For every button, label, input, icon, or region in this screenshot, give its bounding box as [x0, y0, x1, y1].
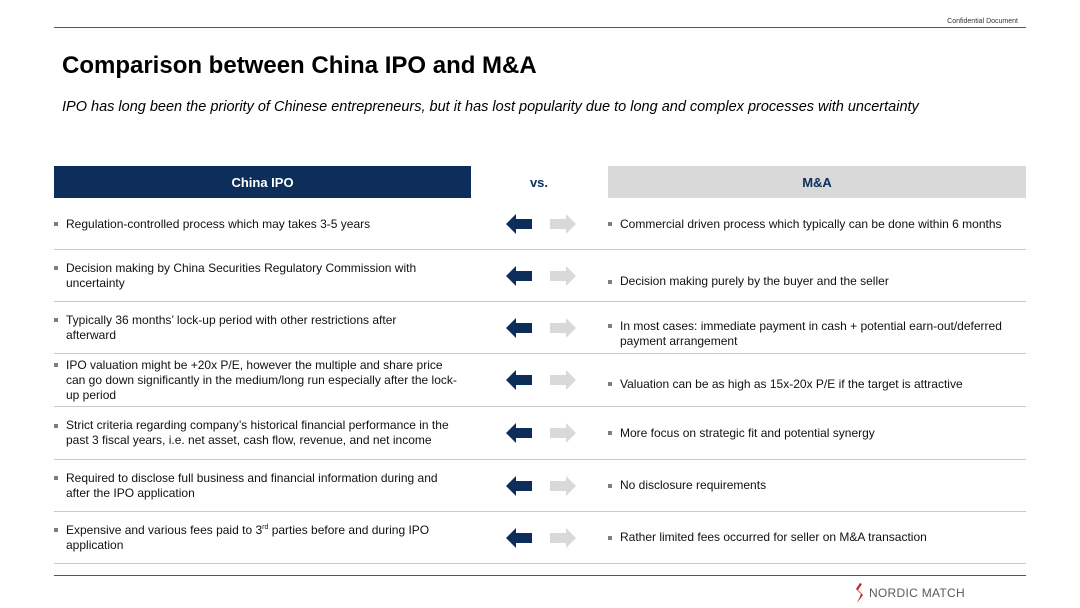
bullet-icon: [608, 222, 612, 226]
page-title: Comparison between China IPO and M&A: [62, 52, 537, 79]
bullet-icon: [608, 279, 612, 284]
left-arrow-icon: [506, 423, 532, 443]
left-arrow-icon: [506, 265, 532, 286]
bullet-icon: [608, 431, 612, 435]
comparison-row: Strict criteria regarding company’s hist…: [54, 407, 1026, 460]
ipo-cell: Expensive and various fees paid to 3rd p…: [54, 512, 474, 563]
right-arrow-icon: [550, 423, 576, 443]
china-ipo-header: China IPO: [54, 166, 471, 198]
ma-cell: Valuation can be as high as 15x-20x P/E …: [608, 354, 1026, 406]
left-arrow-icon: [506, 370, 532, 390]
ma-cell: No disclosure requirements: [608, 460, 1026, 511]
ipo-point: Decision making by China Securities Regu…: [66, 260, 417, 290]
ipo-point: Required to disclose full business and f…: [66, 470, 438, 500]
comparison-row: IPO valuation might be +20x P/E, however…: [54, 354, 1026, 407]
comparison-row: Expensive and various fees paid to 3rd p…: [54, 512, 1026, 564]
ipo-cell: Required to disclose full business and f…: [54, 460, 474, 511]
comparison-row: Typically 36 months’ lock-up period with…: [54, 302, 1026, 354]
ma-point: Valuation can be as high as 15x-20x P/E …: [620, 376, 963, 391]
ipo-point: Strict criteria regarding company’s hist…: [66, 418, 449, 447]
ipo-point-part: parties before and during IPO applicatio…: [66, 522, 430, 552]
right-arrow-icon: [550, 214, 576, 234]
bottom-divider: [54, 575, 1026, 576]
arrow-pair: [506, 512, 576, 563]
ma-cell: In most cases: immediate payment in cash…: [608, 302, 1026, 353]
ma-point: Decision making purely by the buyer and …: [620, 274, 889, 288]
right-arrow-icon: [550, 370, 576, 390]
ordinal-suffix: rd: [262, 523, 269, 531]
nordic-match-logo-icon: [855, 583, 863, 603]
ipo-cell: IPO valuation might be +20x P/E, however…: [54, 354, 474, 406]
top-divider: [54, 27, 1026, 28]
ma-header: M&A: [608, 166, 1026, 198]
bullet-icon: [608, 324, 612, 328]
right-arrow-icon: [550, 317, 576, 338]
vs-label: vs.: [529, 174, 549, 190]
arrow-pair: [506, 302, 576, 353]
ipo-cell: Decision making by China Securities Regu…: [54, 250, 474, 301]
ma-point: In most cases: immediate payment in cash…: [620, 318, 1002, 348]
ma-cell: Rather limited fees occurred for seller …: [608, 512, 1026, 563]
bullet-icon: [608, 382, 612, 386]
arrow-pair: [506, 199, 576, 249]
ma-cell: Decision making purely by the buyer and …: [608, 250, 1026, 301]
ma-point: No disclosure requirements: [620, 478, 767, 492]
arrow-pair: [506, 460, 576, 511]
bullet-icon: [54, 266, 58, 270]
comparison-row: Decision making by China Securities Regu…: [54, 250, 1026, 302]
arrow-pair: [506, 354, 576, 406]
ipo-point: IPO valuation might be +20x P/E, however…: [66, 357, 457, 402]
comparison-table: Regulation-controlled process which may …: [54, 199, 1026, 564]
ipo-point: Typically 36 months’ lock-up period with…: [66, 312, 397, 342]
arrow-pair: [506, 250, 576, 301]
confidential-label: Confidential Document: [947, 18, 1018, 25]
left-arrow-icon: [506, 527, 532, 548]
ipo-cell: Typically 36 months’ lock-up period with…: [54, 302, 474, 353]
ipo-point: Expensive and various fees paid to 3rd p…: [66, 523, 456, 553]
brand-name: NORDIC MATCH: [868, 586, 965, 600]
right-arrow-icon: [550, 475, 576, 496]
left-arrow-icon: [506, 214, 532, 234]
bullet-icon: [54, 363, 58, 367]
right-arrow-icon: [550, 265, 576, 286]
right-arrow-icon: [550, 527, 576, 548]
left-arrow-icon: [506, 475, 532, 496]
ma-point: Rather limited fees occurred for seller …: [620, 530, 927, 544]
ma-cell: More focus on strategic fit and potentia…: [608, 407, 1026, 459]
ma-point: Commercial driven process which typicall…: [620, 216, 1002, 231]
ipo-cell: Strict criteria regarding company’s hist…: [54, 407, 474, 459]
comparison-row: Regulation-controlled process which may …: [54, 199, 1026, 250]
footer-brand: NORDIC MATCH: [854, 583, 965, 603]
bullet-icon: [54, 476, 58, 480]
ipo-point-part: Expensive and various fees paid to 3: [66, 522, 263, 537]
bullet-icon: [54, 222, 58, 226]
page-subtitle: IPO has long been the priority of Chines…: [62, 99, 919, 115]
left-arrow-icon: [506, 317, 532, 338]
ma-cell: Commercial driven process which typicall…: [608, 199, 1026, 249]
bullet-icon: [608, 535, 612, 540]
bullet-icon: [54, 423, 58, 428]
arrow-pair: [506, 407, 576, 459]
bullet-icon: [608, 483, 612, 488]
ipo-point: Regulation-controlled process which may …: [66, 216, 371, 231]
bullet-icon: [54, 528, 58, 532]
bullet-icon: [54, 318, 58, 322]
comparison-row: Required to disclose full business and f…: [54, 460, 1026, 512]
ma-point: More focus on strategic fit and potentia…: [620, 425, 875, 440]
ipo-cell: Regulation-controlled process which may …: [54, 199, 474, 249]
